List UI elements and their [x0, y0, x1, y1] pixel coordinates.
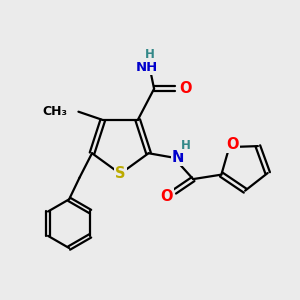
Text: O: O [160, 189, 172, 204]
Text: O: O [226, 136, 239, 152]
Text: S: S [115, 166, 125, 181]
Text: N: N [172, 150, 184, 165]
Text: H: H [181, 139, 190, 152]
Text: CH₃: CH₃ [42, 105, 67, 118]
Text: NH: NH [136, 61, 158, 74]
Text: H: H [145, 48, 154, 62]
Text: O: O [179, 81, 191, 96]
